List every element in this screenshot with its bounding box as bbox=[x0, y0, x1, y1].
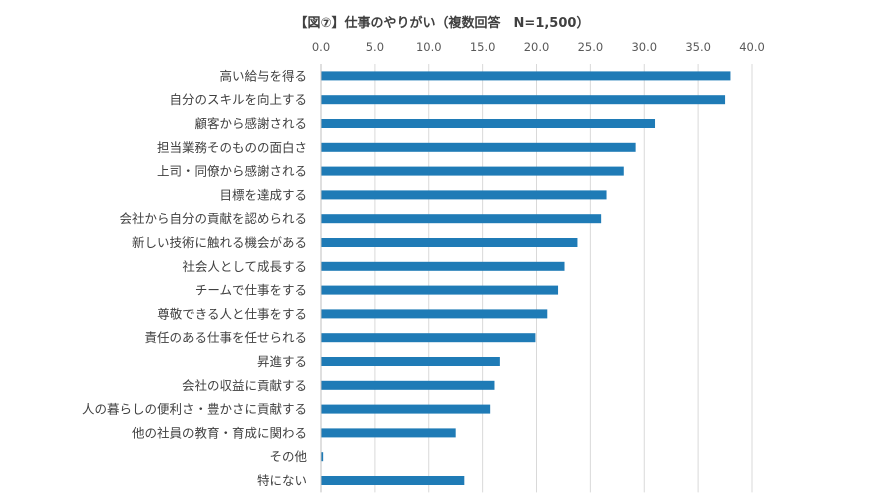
bar bbox=[321, 357, 500, 366]
bar bbox=[321, 71, 731, 81]
category-label: 尊敬できる人と仕事をする bbox=[157, 306, 307, 321]
category-label: 上司・同僚から感謝される bbox=[157, 164, 307, 179]
category-label: 会社から自分の貢献を認められる bbox=[119, 211, 307, 226]
x-tick-label: 20.0 bbox=[524, 40, 550, 54]
bar bbox=[321, 166, 624, 176]
category-label: その他 bbox=[269, 449, 307, 464]
bar bbox=[321, 261, 565, 271]
category-label: 自分のスキルを向上する bbox=[169, 92, 307, 107]
category-label: 人の暮らしの便利さ・豊かさに貢献する bbox=[82, 402, 307, 417]
category-label: 社会人として成長する bbox=[182, 259, 307, 274]
bar bbox=[321, 333, 536, 343]
bars bbox=[321, 71, 731, 485]
x-axis-ticks: 0.0 5.0 10.0 15.0 20.0 25.0 30.0 35.0 40.0 bbox=[312, 40, 765, 54]
x-tick-label: 25.0 bbox=[578, 40, 604, 54]
bar bbox=[321, 476, 465, 485]
category-label: 会社の収益に貢献する bbox=[182, 378, 307, 393]
bar bbox=[321, 119, 656, 128]
category-label: 目標を達成する bbox=[219, 187, 307, 202]
bar bbox=[321, 142, 636, 152]
bar bbox=[321, 190, 607, 200]
gridlines bbox=[374, 64, 753, 493]
bar bbox=[321, 285, 559, 295]
category-label: 他の社員の教育・育成に関わる bbox=[132, 425, 307, 440]
bar bbox=[321, 238, 578, 247]
category-label: 責任のある仕事を任せられる bbox=[144, 330, 307, 345]
category-label: 高い給与を得る bbox=[219, 68, 307, 83]
x-tick-label: 5.0 bbox=[366, 40, 384, 54]
x-tick-label: 10.0 bbox=[416, 40, 442, 54]
bar bbox=[321, 452, 324, 462]
x-tick-label: 0.0 bbox=[312, 40, 330, 54]
bar bbox=[321, 309, 548, 319]
category-labels: 高い給与を得る自分のスキルを向上する顧客から感謝される担当業務そのものの面白さ上… bbox=[82, 68, 308, 488]
category-label: 新しい技術に触れる機会がある bbox=[132, 235, 307, 250]
bar bbox=[321, 95, 726, 105]
category-label: 顧客から感謝される bbox=[194, 116, 307, 131]
bar bbox=[321, 428, 456, 438]
bar bbox=[321, 380, 495, 390]
category-label: チームで仕事をする bbox=[195, 283, 307, 298]
bar bbox=[321, 404, 491, 414]
x-tick-label: 30.0 bbox=[631, 40, 657, 54]
chart-title: 【図⑦】仕事のやりがい（複数回答 N=1,500） bbox=[295, 15, 590, 31]
category-label: 特にない bbox=[257, 473, 307, 488]
bar bbox=[321, 214, 602, 224]
x-tick-label: 35.0 bbox=[685, 40, 711, 54]
x-tick-label: 15.0 bbox=[470, 40, 496, 54]
x-tick-label: 40.0 bbox=[739, 40, 765, 54]
category-label: 昇進する bbox=[257, 354, 307, 369]
category-label: 担当業務そのものの面白さ bbox=[157, 140, 307, 155]
